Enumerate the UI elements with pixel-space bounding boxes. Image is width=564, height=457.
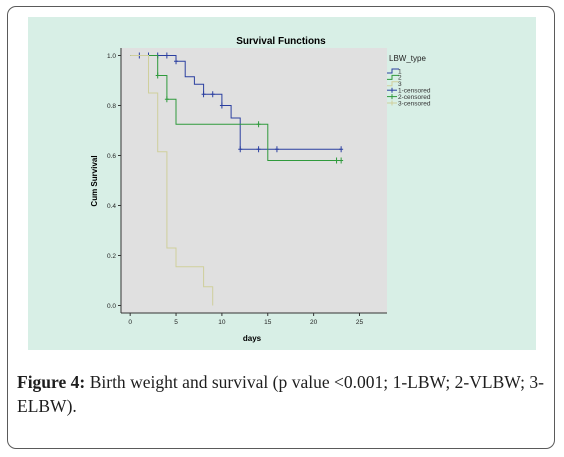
survival-curve-1 <box>130 55 342 150</box>
censored-marker-1 <box>339 146 344 153</box>
y-axis-label: Cum Survival <box>90 155 99 206</box>
y-axis: 0.0 0.2 0.4 0.6 0.8 1.0 <box>107 48 122 313</box>
plot-background <box>121 48 387 313</box>
legend-item-2-censored: 2-censored <box>387 94 431 101</box>
y-tick-label: 0.8 <box>107 103 116 110</box>
legend-item-2: 2 <box>387 75 402 82</box>
censored-marker-2 <box>339 157 344 164</box>
chart-title: Survival Functions <box>236 36 326 47</box>
censored-marker-1 <box>219 102 224 109</box>
legend-item-3-censored: 3-censored <box>387 100 431 107</box>
legend: LBW_type 1231-censored2-censored3-censor… <box>387 54 431 107</box>
survival-curve-2 <box>130 55 342 161</box>
y-tick-label: 0.6 <box>107 153 116 160</box>
x-axis-label: days <box>243 334 262 343</box>
legend-item-3: 3 <box>387 81 402 88</box>
legend-title: LBW_type <box>389 54 426 63</box>
legend-label: 3-censored <box>398 100 431 107</box>
legend-label: 2 <box>398 75 402 82</box>
x-tick-label: 25 <box>356 319 364 326</box>
caption-label: Figure 4: <box>17 372 86 392</box>
censored-marker-1 <box>256 146 261 153</box>
censored-marker-1 <box>210 91 215 98</box>
legend-label: 1 <box>398 68 402 75</box>
legend-label: 2-censored <box>398 94 431 101</box>
censored-marker-1 <box>274 146 279 153</box>
x-tick-label: 15 <box>264 319 272 326</box>
censored-marker-2 <box>256 121 261 128</box>
x-tick-label: 0 <box>128 319 132 326</box>
legend-label: 3 <box>398 81 402 88</box>
censored-marker-2 <box>334 157 339 164</box>
legend-label: 1-censored <box>398 88 431 95</box>
x-tick-label: 20 <box>310 319 318 326</box>
x-tick-label: 10 <box>218 319 226 326</box>
censored-marker-2 <box>155 72 160 79</box>
legend-item-1-censored: 1-censored <box>387 88 431 95</box>
censored-marker-1 <box>238 146 243 153</box>
y-tick-label: 0.2 <box>107 253 116 260</box>
legend-item-1: 1 <box>387 68 402 75</box>
caption-text: Birth weight and survival (p value <0.00… <box>17 372 544 416</box>
y-tick-label: 0.4 <box>107 203 116 210</box>
figure-caption: Figure 4: Birth weight and survival (p v… <box>17 370 544 418</box>
survival-curve-3 <box>130 55 214 306</box>
y-tick-label: 0.0 <box>107 303 116 310</box>
censored-marker-1 <box>164 52 169 59</box>
censored-marker-1 <box>201 91 206 98</box>
censored-marker-1 <box>174 58 179 65</box>
series-group <box>130 52 344 306</box>
x-tick-label: 5 <box>174 319 178 326</box>
y-tick-label: 1.0 <box>107 53 116 60</box>
x-axis: 0 5 10 15 20 25 <box>121 312 387 326</box>
survival-chart: Survival Functions Cum Survival days 0.0… <box>90 36 431 343</box>
censored-marker-2 <box>164 96 169 103</box>
